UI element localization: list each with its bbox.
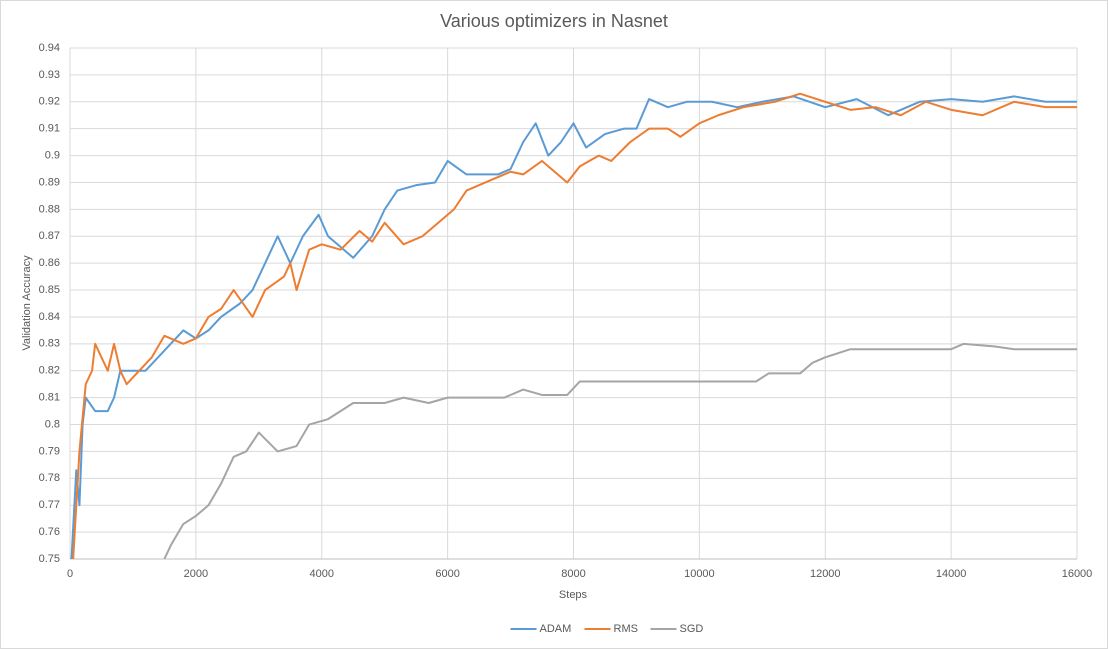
y-tick-label: 0.88 — [39, 203, 60, 215]
y-axis-title: Validation Accuracy — [21, 255, 33, 351]
x-tick-label: 4000 — [310, 568, 334, 580]
y-tick-label: 0.75 — [39, 553, 60, 565]
y-tick-label: 0.82 — [39, 365, 60, 377]
y-tick-label: 0.76 — [39, 526, 60, 538]
plot-area — [70, 92, 1077, 559]
y-tick-label: 0.77 — [39, 499, 60, 511]
chart-title: Various optimizers in Nasnet — [440, 11, 668, 31]
x-tick-label: 0 — [67, 568, 73, 580]
series-line — [163, 342, 1077, 559]
y-tick-label: 0.81 — [39, 392, 60, 404]
legend-label: RMS — [614, 623, 638, 635]
x-tick-label: 12000 — [810, 568, 841, 580]
y-tick-label: 0.87 — [39, 230, 60, 242]
y-tick-label: 0.85 — [39, 284, 60, 296]
y-tick-label: 0.86 — [39, 257, 60, 269]
legend-label: SGD — [680, 623, 704, 635]
y-tick-label: 0.93 — [39, 69, 60, 81]
x-tick-label: 14000 — [936, 568, 967, 580]
x-tick-label: 8000 — [561, 568, 585, 580]
x-axis-title: Steps — [559, 589, 588, 601]
y-tick-label: 0.9 — [45, 149, 60, 161]
y-tick-label: 0.84 — [39, 311, 60, 323]
legend-label: ADAM — [540, 623, 572, 635]
series-line — [70, 95, 1077, 559]
y-tick-label: 0.94 — [39, 42, 60, 54]
series-line — [72, 92, 1077, 559]
x-tick-label: 10000 — [684, 568, 715, 580]
y-tick-label: 0.89 — [39, 176, 60, 188]
y-tick-label: 0.79 — [39, 445, 60, 457]
y-tick-label: 0.78 — [39, 472, 60, 484]
x-tick-label: 6000 — [435, 568, 459, 580]
y-tick-label: 0.92 — [39, 96, 60, 108]
y-tick-label: 0.8 — [45, 418, 60, 430]
x-tick-label: 2000 — [184, 568, 208, 580]
y-tick-label: 0.83 — [39, 338, 60, 350]
x-tick-label: 16000 — [1062, 568, 1093, 580]
y-tick-label: 0.91 — [39, 123, 60, 135]
